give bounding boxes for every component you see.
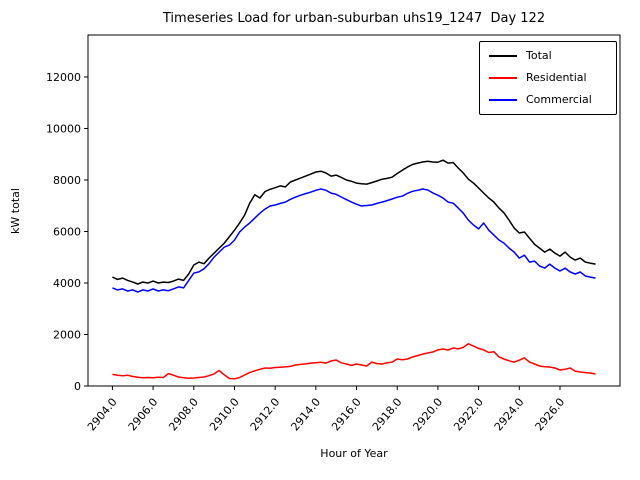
y-tick-label: 8000 [53, 174, 81, 187]
x-tick-label: 2912.0 [248, 396, 283, 434]
series-line-total [112, 159, 596, 285]
total-line-sample [489, 55, 517, 57]
x-tick-label: 2920.0 [411, 396, 446, 434]
legend-entry-total: Total [489, 48, 608, 64]
legend-label-commercial: Commercial [526, 93, 592, 106]
y-tick-label: 0 [74, 380, 81, 393]
y-tick-label: 12000 [46, 71, 81, 84]
x-tick-label: 2926.0 [533, 396, 568, 434]
residential-line-sample [489, 77, 517, 79]
y-tick-label: 4000 [53, 277, 81, 290]
series-line-commercial [112, 188, 596, 293]
axes-border [87, 34, 621, 387]
legend-entry-residential: Residential [489, 70, 608, 86]
x-tick-label: 2918.0 [370, 396, 405, 434]
legend: Total Residential Commercial [479, 41, 617, 115]
y-tick-label: 10000 [46, 122, 81, 135]
x-tick-label: 2924.0 [492, 396, 527, 434]
x-tick-label: 2916.0 [329, 396, 364, 434]
commercial-line-sample [489, 99, 517, 101]
x-tick-label: 2922.0 [451, 396, 486, 434]
chart-title: Timeseries Load for urban-suburban uhs19… [162, 11, 546, 26]
series-line-residential [112, 343, 596, 380]
x-axis-label: Hour of Year [320, 447, 388, 460]
y-axis-label: kW total [9, 188, 22, 234]
y-tick-label: 2000 [53, 328, 81, 341]
legend-label-residential: Residential [526, 71, 587, 84]
x-tick-label: 2906.0 [126, 396, 161, 434]
x-tick-label: 2904.0 [85, 396, 120, 434]
legend-entry-commercial: Commercial [489, 92, 608, 108]
y-tick-label: 6000 [53, 225, 81, 238]
legend-label-total: Total [526, 49, 552, 62]
x-tick-label: 2914.0 [288, 396, 323, 434]
x-tick-label: 2908.0 [166, 396, 201, 434]
x-tick-label: 2910.0 [207, 396, 242, 434]
